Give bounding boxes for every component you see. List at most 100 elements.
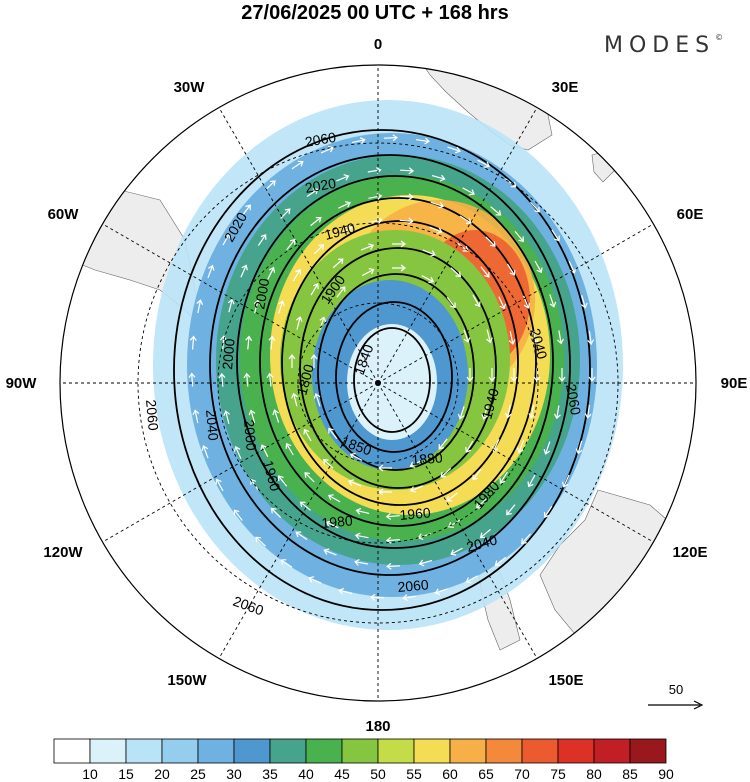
wind-arrow (488, 368, 496, 382)
wind-arrow (514, 231, 524, 243)
wind-arrow (422, 249, 436, 257)
wind-arrow (240, 264, 248, 278)
wind-arrow (336, 174, 350, 182)
wind-arrow (323, 548, 337, 556)
wind-arrow (392, 240, 406, 248)
wind-arrow (188, 372, 196, 387)
wind-arrow (303, 428, 312, 442)
wind-arrow (438, 438, 448, 450)
wind-arrow (481, 406, 489, 420)
contour-label: 1980 (321, 512, 354, 531)
wind-arrow (267, 266, 276, 280)
wind-arrow (227, 298, 235, 313)
wind-arrow (207, 264, 215, 279)
colorbar-swatch (377, 738, 415, 764)
wind-arrow (533, 368, 541, 382)
wind-arrow (280, 559, 293, 568)
latitude-circle (217, 222, 539, 544)
wind-arrow (485, 236, 496, 247)
wind-arrow (336, 286, 346, 298)
wind-arrow (266, 372, 274, 387)
wind-arrow (447, 146, 461, 154)
contour-ring (335, 301, 453, 453)
wind-arrow (354, 532, 369, 540)
meridian-line (377, 382, 538, 659)
contour-label: 1800 (293, 362, 317, 396)
colorbar-tick-label: 20 (154, 766, 170, 782)
wind-arrow (399, 217, 414, 225)
contour-label: 2040 (465, 531, 499, 555)
wind-arrow (506, 504, 516, 516)
colorbar-swatch (161, 738, 199, 764)
colorbar-swatch (521, 738, 559, 764)
wind-arrow (587, 331, 595, 346)
wind-arrow (543, 505, 553, 518)
lon-label-30w: 30W (174, 79, 206, 96)
wind-arrow (459, 215, 472, 224)
wind-arrow (327, 494, 341, 503)
copyright-mark: © (715, 33, 724, 42)
wind-arrow (392, 264, 406, 272)
wind-arrow (320, 146, 334, 154)
contour-label: 2060 (143, 399, 162, 432)
wind-arrow (480, 266, 490, 278)
wind-arrow (265, 180, 276, 191)
wind-arrow (272, 409, 280, 423)
wind-arrow (332, 258, 344, 269)
contour-ring (317, 273, 475, 471)
wind-arrow (308, 576, 322, 584)
wind-arrow (466, 368, 474, 382)
wind-arrow (338, 201, 352, 209)
brand-name: MODES (604, 33, 716, 58)
wind-arrow (434, 588, 448, 596)
contour-label: 2060 (304, 129, 338, 150)
wind-arrow (543, 441, 551, 455)
wind-arrow (409, 459, 423, 468)
contour-label: 1960 (260, 459, 284, 493)
wind-arrow (521, 533, 531, 545)
lon-label-120w: 120W (43, 544, 83, 561)
wind-arrow (421, 275, 435, 284)
wind-arrow (477, 159, 491, 168)
wind-arrow (475, 498, 487, 510)
wind-arrow (285, 442, 294, 456)
wind-arrow (553, 405, 561, 420)
wind-arrow (278, 300, 285, 314)
wind-arrow (257, 233, 267, 246)
contour-label: 1940 (478, 386, 502, 420)
wind-arrow (556, 330, 564, 345)
colorbar-tick-label: 50 (370, 766, 386, 782)
colorbar-swatch (233, 738, 271, 764)
colorbar-tick-label: 10 (82, 766, 98, 782)
colorbar-tick-label: 70 (514, 766, 530, 782)
wind-arrow (260, 444, 269, 457)
lon-label-150e: 150E (548, 672, 583, 689)
colorbar-tick-label: 75 (550, 766, 566, 782)
wind-arrow (528, 404, 536, 419)
brand-logo: MODES© (604, 33, 723, 58)
reference-vector: 50 (648, 682, 704, 710)
colorbar-tick-label: 85 (622, 766, 638, 782)
contour-label: 2060 (231, 593, 266, 619)
wind-arrow (416, 137, 431, 145)
reference-vector-label: 50 (669, 682, 683, 697)
meridians (60, 65, 696, 701)
colorbar-swatch (305, 738, 343, 764)
wind-arrow (201, 445, 209, 459)
wind-arrow (580, 295, 588, 309)
contour-label: 2040 (527, 327, 551, 361)
wind-arrow (534, 260, 543, 274)
colorbar-tick-label: 30 (226, 766, 242, 782)
contour-label: 1880 (411, 449, 444, 468)
colorbar-tick-label: 60 (442, 766, 458, 782)
lon-label-0: 0 (374, 36, 382, 53)
wind-arrow (457, 406, 465, 420)
wind-arrow (286, 238, 296, 251)
wind-arrow (506, 263, 516, 276)
wind-arrow (223, 410, 230, 424)
colorbar: 10 15 20 25 30 35 40 45 50 55 60 65 70 75 80 85 90 (53, 738, 674, 782)
map-border (59, 64, 697, 702)
wind-arrow (354, 558, 368, 566)
wind-arrow (465, 440, 474, 453)
